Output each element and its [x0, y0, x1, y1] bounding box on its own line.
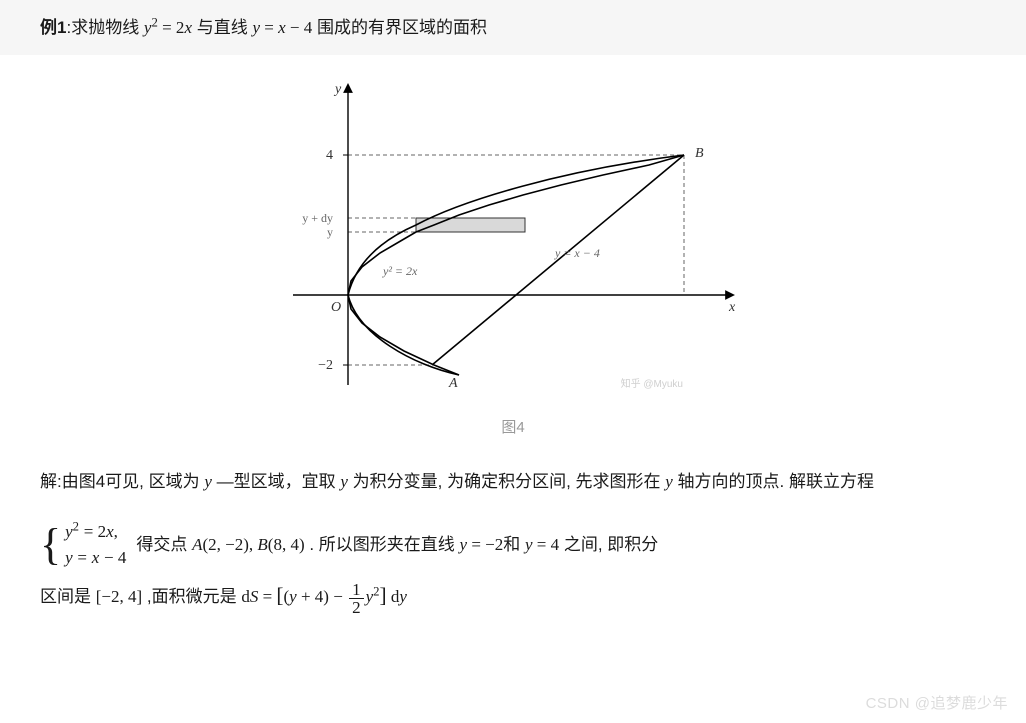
- solution-line2: 区间是 [−2, 4] ,面积微元是 dS = [(y + 4) − 12y2]…: [0, 574, 1026, 617]
- tick-label-neg2: −2: [318, 358, 333, 373]
- problem-header: 例1:求抛物线 y2 = 2x 与直线 y = x − 4 围成的有界区域的面积: [0, 0, 1026, 55]
- system-brace: { y2 = 2x, y = x − 4: [40, 519, 126, 570]
- figure-caption: 图4: [0, 416, 1026, 437]
- between-text: 之间, 即积分: [559, 535, 658, 554]
- sys-row2: y = x − 4: [65, 545, 126, 571]
- figure-watermark: 知乎 @Myuku: [621, 377, 683, 390]
- label-ydy: y + dy: [302, 211, 333, 225]
- label-y: y: [327, 225, 333, 239]
- interval: [−2, 4]: [96, 587, 142, 606]
- point-A-label: A: [448, 376, 458, 391]
- dS-expr: dS = [(y + 4) − 12y2] dy: [241, 587, 407, 606]
- line-yneg2: y = −2: [460, 535, 504, 554]
- problem-line: 例1:求抛物线 y2 = 2x 与直线 y = x − 4 围成的有界区域的面积: [40, 14, 986, 41]
- solution-para1-text: 解:由图4可见, 区域为 y —型区域，宜取 y 为积分变量, 为确定积分区间,…: [40, 472, 874, 491]
- problem-suffix: 围成的有界区域的面积: [312, 18, 487, 37]
- point-B-label: B: [695, 146, 704, 161]
- figure-4: y x O 4 −2 y + dy y y² = 2x y = x − 4 A …: [0, 65, 1026, 437]
- figure-svg: y x O 4 −2 y + dy y y² = 2x y = x − 4 A …: [263, 65, 763, 405]
- parabola-label: y² = 2x: [382, 264, 418, 278]
- example-label: 例1: [40, 18, 66, 37]
- eq-parabola: y2 = 2x: [144, 18, 192, 37]
- equation-block: { y2 = 2x, y = x − 4 得交点 A(2, −2), B(8, …: [0, 519, 1026, 570]
- problem-prefix: :求抛物线: [66, 18, 143, 37]
- x-axis-label: x: [728, 300, 736, 315]
- sys-row1: y2 = 2x,: [65, 519, 126, 545]
- tick-label-4: 4: [326, 148, 333, 163]
- y-axis-label: y: [333, 82, 342, 97]
- solution-para1: 解:由图4可见, 区域为 y —型区域，宜取 y 为积分变量, 为确定积分区间,…: [0, 465, 1026, 499]
- origin-label: O: [331, 300, 341, 315]
- after-points: . 所以图形夹在直线: [305, 535, 460, 554]
- after-sys-text: 得交点 A(2, −2), B(8, 4) . 所以图形夹在直线 y = −2和…: [136, 529, 658, 561]
- line-label: y = x − 4: [554, 246, 600, 260]
- problem-mid1: 与直线: [192, 18, 252, 37]
- line2-prefix: 区间是: [40, 587, 96, 606]
- points-AB: A(2, −2), B(8, 4): [192, 535, 305, 554]
- line-y4: y = 4: [525, 535, 559, 554]
- and-text: 和: [503, 535, 525, 554]
- after-sys-1: 得交点: [136, 535, 192, 554]
- eq-line: y = x − 4: [252, 18, 312, 37]
- line2-mid: ,面积微元是: [142, 587, 241, 606]
- page-watermark: CSDN @追梦鹿少年: [866, 692, 1008, 713]
